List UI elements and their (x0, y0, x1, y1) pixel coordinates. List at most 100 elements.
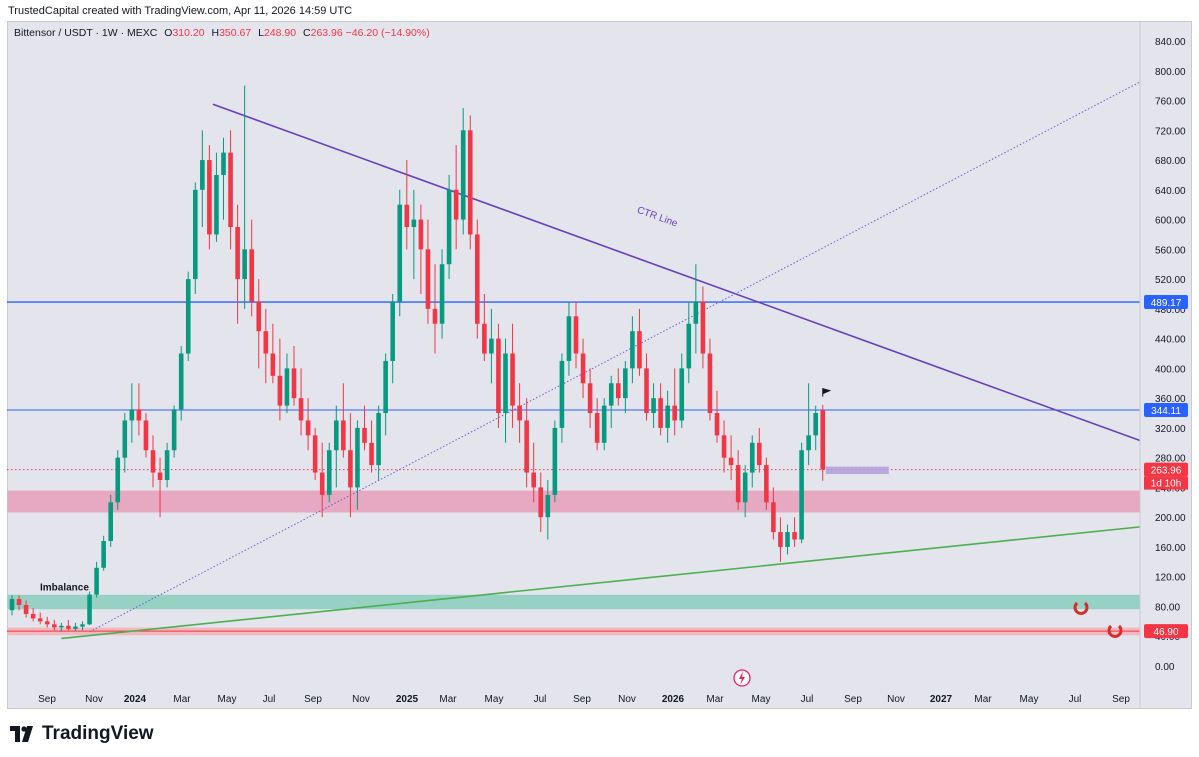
candle-body (348, 450, 353, 488)
candle-body (178, 353, 184, 410)
chart-frame[interactable] (7, 21, 1192, 709)
price-chart[interactable]: Imbalance CTR Line 0.0040.0080.00120.001… (7, 21, 1192, 709)
tradingview-logo[interactable]: TradingView (10, 723, 154, 745)
y-tick-label: 360.00 (1155, 394, 1186, 405)
candle-body (601, 405, 607, 443)
candle-body (714, 413, 720, 436)
candle-body (207, 160, 212, 235)
price-label: 344.11 (1151, 406, 1181, 417)
imbalance-label: Imbalance (40, 582, 89, 593)
legend-high-key: H (211, 27, 220, 39)
y-tick-label: 480.00 (1155, 305, 1186, 316)
y-tick-label: 120.00 (1155, 573, 1186, 584)
magnet-icon[interactable] (1107, 624, 1123, 638)
tradingview-logo-icon (10, 726, 33, 742)
x-tick-label: Sep (573, 694, 591, 705)
dotted-trendline[interactable] (89, 81, 1141, 633)
candle-body (742, 472, 748, 503)
price-label: 263.96 (1151, 466, 1182, 477)
y-tick-label: 840.00 (1155, 37, 1186, 48)
candle-body (256, 301, 262, 332)
candle-body (573, 316, 579, 354)
candle-body (185, 279, 191, 354)
support-zone (7, 490, 1141, 513)
y-tick-label: 440.00 (1155, 335, 1186, 346)
candle-body (679, 368, 685, 421)
candle-body (531, 472, 536, 488)
candle-body (101, 541, 106, 568)
candle-body (277, 375, 283, 406)
candle-body (460, 130, 466, 220)
x-tick-label: Nov (887, 694, 905, 705)
candle-body (806, 435, 811, 451)
magnet-icon[interactable] (1073, 601, 1089, 615)
symbol-legend: Bittensor / USDT · 1W · MEXC O310.20 H35… (14, 27, 430, 39)
ctr-line[interactable] (212, 103, 1141, 442)
candle-body (510, 353, 515, 406)
candle-body (214, 174, 219, 235)
candle-body (771, 502, 776, 533)
candle-body (23, 604, 29, 614)
y-tick-label: 320.00 (1155, 424, 1186, 435)
candle-body (52, 624, 57, 628)
candle-body (757, 442, 762, 466)
candle-body (658, 398, 663, 428)
candle-body (503, 353, 508, 414)
candle-body (235, 227, 240, 280)
candle-body (764, 465, 769, 503)
y-tick-label: 280.00 (1155, 454, 1186, 465)
y-tick-label: 760.00 (1155, 97, 1186, 108)
x-tick-label: 2025 (396, 694, 419, 705)
legend-high: 350.67 (219, 27, 252, 39)
price-label-bg (1144, 402, 1188, 417)
x-tick-label: Nov (85, 694, 103, 705)
candle-body (587, 383, 593, 414)
candle-body (475, 234, 480, 324)
y-tick-label: 400.00 (1155, 364, 1186, 375)
y-tick-label: 160.00 (1155, 543, 1186, 554)
candle-body (538, 487, 544, 518)
candle-body (693, 301, 699, 324)
candle-body (326, 450, 332, 495)
candle-body (453, 189, 459, 220)
candle-body (594, 413, 600, 443)
candle-body (686, 323, 692, 369)
candle-body (545, 494, 551, 518)
ctr-line-label: CTR Line (635, 205, 679, 230)
candle-body (94, 567, 99, 595)
candle-body (312, 435, 318, 473)
x-tick-label: Jul (1069, 694, 1082, 705)
candle-body (87, 594, 92, 625)
lightning-bolt-icon (739, 671, 745, 685)
candle-body (707, 353, 713, 414)
candle-body (432, 308, 438, 324)
tradingview-brand: TradingView (42, 723, 154, 744)
y-tick-label: 0.00 (1155, 662, 1175, 673)
candle-body (242, 249, 247, 280)
candle-body (291, 368, 297, 399)
flag-icon[interactable] (822, 387, 832, 397)
candle-body (221, 152, 226, 175)
candle-body (799, 450, 804, 540)
candle-body (517, 405, 522, 421)
candle-body (721, 435, 727, 458)
candle-body (263, 331, 269, 354)
legend-low: 248.90 (263, 27, 297, 39)
candle-body (270, 353, 276, 376)
candle-body (524, 420, 529, 473)
candle-body (397, 204, 403, 302)
candle-body (129, 409, 135, 421)
candle-body (813, 413, 818, 436)
candle-body (672, 405, 677, 421)
price-countdown-bg (1144, 476, 1188, 490)
y-tick-label: 560.00 (1155, 245, 1186, 256)
candle-body (439, 264, 445, 324)
y-tick-label: 720.00 (1155, 126, 1186, 137)
support-trendline[interactable] (61, 526, 1141, 640)
candle-body (735, 465, 741, 503)
chart-header: TrustedCapital created with TradingView.… (8, 5, 353, 17)
candle-body (362, 427, 367, 443)
projection-box[interactable] (825, 466, 889, 475)
candle-body (298, 398, 304, 421)
candle-body (700, 301, 706, 354)
